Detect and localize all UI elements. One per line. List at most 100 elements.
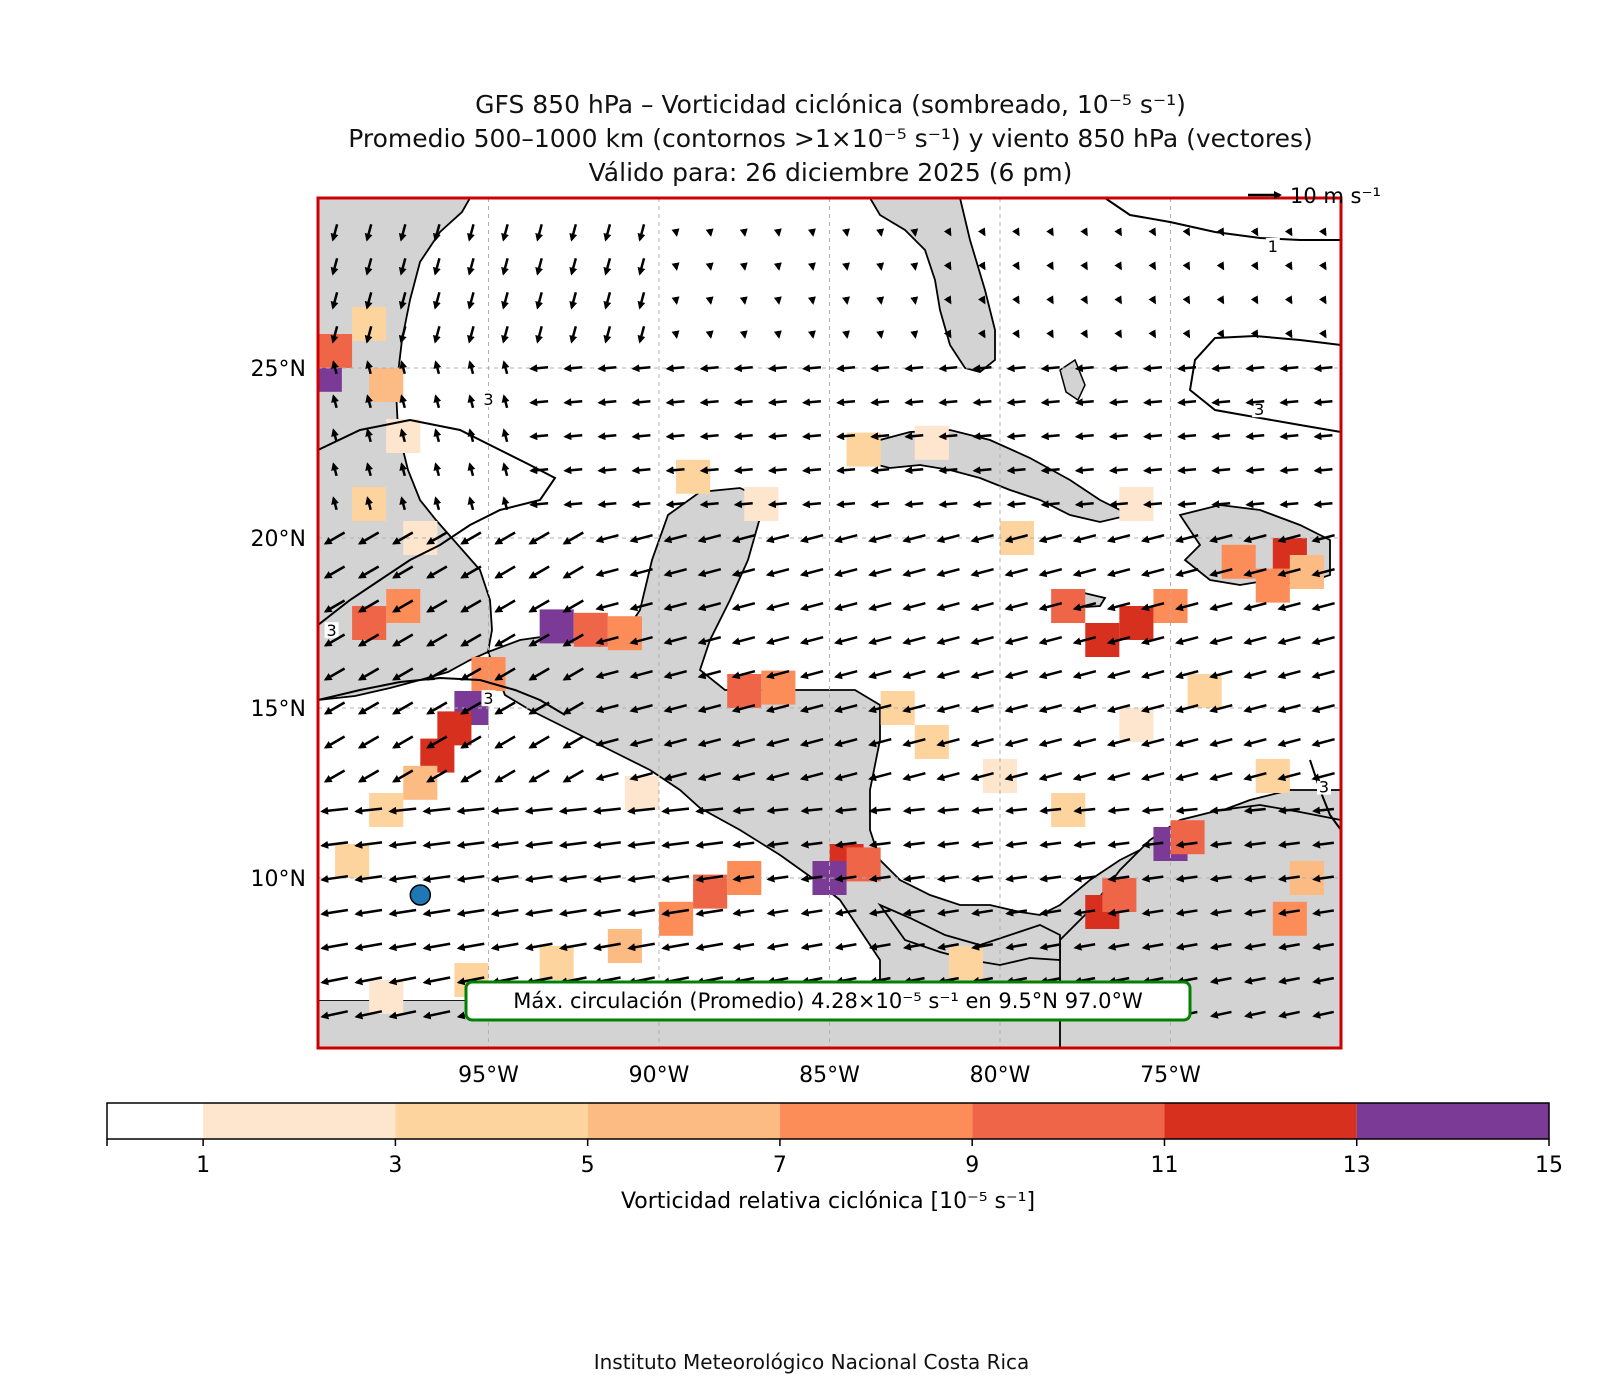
wind-arrow: [902, 737, 926, 748]
wind-arrow: [801, 398, 822, 407]
wind-arrow: [1038, 533, 1063, 544]
wind-arrow: [603, 291, 612, 310]
wind-arrow: [1039, 942, 1062, 951]
wind-arrow: [354, 976, 383, 986]
wind-arrow: [331, 496, 339, 511]
wind-arrow: [766, 908, 789, 917]
wind-arrow: [1005, 840, 1028, 849]
vorticity-cell: [1102, 878, 1137, 912]
vorticity-cell: [318, 334, 353, 368]
wind-arrow: [629, 567, 653, 578]
vorticity-cell: [1119, 708, 1154, 742]
vorticity-cell: [607, 616, 642, 651]
wind-arrow: [432, 257, 441, 276]
wind-arrow: [663, 669, 687, 680]
wind-arrow: [732, 840, 755, 849]
wind-arrow: [627, 874, 655, 883]
vorticity-shading: [318, 306, 1324, 1014]
wind-arrow: [1038, 669, 1063, 680]
wind-arrow: [562, 667, 584, 681]
wind-arrow: [705, 296, 714, 305]
wind-arrow: [1284, 329, 1293, 339]
wind-arrow: [1174, 669, 1199, 680]
wind-arrow: [320, 840, 349, 849]
wind-arrow: [1073, 942, 1096, 951]
wind-arrow: [1174, 601, 1199, 612]
wind-arrow: [977, 261, 986, 271]
vorticity-cell: [403, 765, 438, 800]
wind-arrow: [1311, 703, 1335, 714]
colorbar-segment: [1356, 1103, 1549, 1139]
reference-label: 10 m s⁻¹: [1290, 184, 1381, 208]
wind-arrow: [331, 428, 339, 443]
lon-tick-label: 80°W: [970, 1063, 1031, 1088]
wind-arrow: [739, 330, 748, 339]
wind-arrow: [494, 633, 516, 647]
wind-arrow: [1209, 703, 1233, 714]
wind-arrow: [490, 874, 519, 883]
wind-arrow: [597, 364, 617, 373]
wind-arrow: [799, 737, 824, 748]
wind-arrow: [1277, 669, 1301, 680]
wind-arrow: [733, 466, 753, 475]
wind-arrow: [1074, 500, 1094, 509]
wind-arrow: [1243, 840, 1266, 849]
wind-arrow: [733, 500, 753, 509]
wind-arrow: [766, 806, 789, 815]
wind-arrow: [529, 398, 549, 407]
wind-arrow: [699, 364, 719, 373]
wind-arrow: [1313, 364, 1333, 373]
wind-arrow: [627, 806, 656, 815]
wind-arrow: [426, 633, 448, 647]
wind-arrow: [936, 806, 959, 815]
wind-arrow: [902, 908, 925, 917]
wind-arrow: [1073, 840, 1096, 849]
max-circulation-marker: [409, 884, 432, 906]
wind-arrow: [765, 771, 790, 782]
wind-arrow: [868, 567, 892, 578]
wind-arrow: [833, 601, 858, 612]
wind-arrow: [1039, 908, 1062, 917]
wind-arrow: [1245, 466, 1265, 475]
wind-arrow: [902, 840, 925, 849]
wind-arrow: [1107, 908, 1130, 917]
wind-arrow: [868, 703, 892, 714]
lon-tick-label: 95°W: [458, 1063, 519, 1088]
wind-arrow: [1108, 432, 1128, 441]
wind-arrow: [1243, 942, 1266, 951]
wind-arrow: [1177, 500, 1197, 509]
wind-arrow: [765, 703, 790, 714]
wind-arrow: [833, 533, 858, 544]
vorticity-cell: [352, 606, 387, 640]
wind-arrow: [731, 737, 756, 748]
wind-arrow: [1072, 737, 1097, 748]
wind-arrow: [558, 908, 587, 918]
wind-arrow: [695, 908, 724, 918]
wind-arrow: [330, 257, 339, 276]
wind-arrow: [1038, 635, 1063, 646]
wind-arrow: [490, 806, 519, 815]
wind-arrow: [631, 364, 651, 373]
wind-arrow: [868, 533, 892, 544]
wind-arrow: [422, 976, 451, 986]
wind-arrow: [388, 1010, 417, 1020]
wind-arrow: [936, 635, 960, 646]
wind-arrow: [1182, 261, 1191, 271]
wind-arrow: [661, 806, 690, 815]
wind-arrow: [1140, 737, 1165, 748]
wind-arrow: [1141, 908, 1164, 917]
wind-arrow: [1311, 601, 1335, 612]
colorbar-tick-label: 3: [388, 1153, 402, 1178]
wind-arrow: [765, 601, 790, 612]
wind-arrow: [1177, 432, 1197, 441]
wind-arrow: [494, 565, 516, 579]
wind-arrow: [528, 701, 550, 715]
wind-arrow: [365, 428, 374, 443]
wind-arrow: [460, 769, 482, 783]
wind-arrow: [663, 533, 687, 544]
wind-arrow: [697, 669, 722, 680]
wind-arrow: [1318, 295, 1327, 305]
contour-label: 1: [1268, 237, 1278, 256]
wind-arrow: [320, 942, 349, 952]
wind-arrow: [330, 223, 339, 242]
